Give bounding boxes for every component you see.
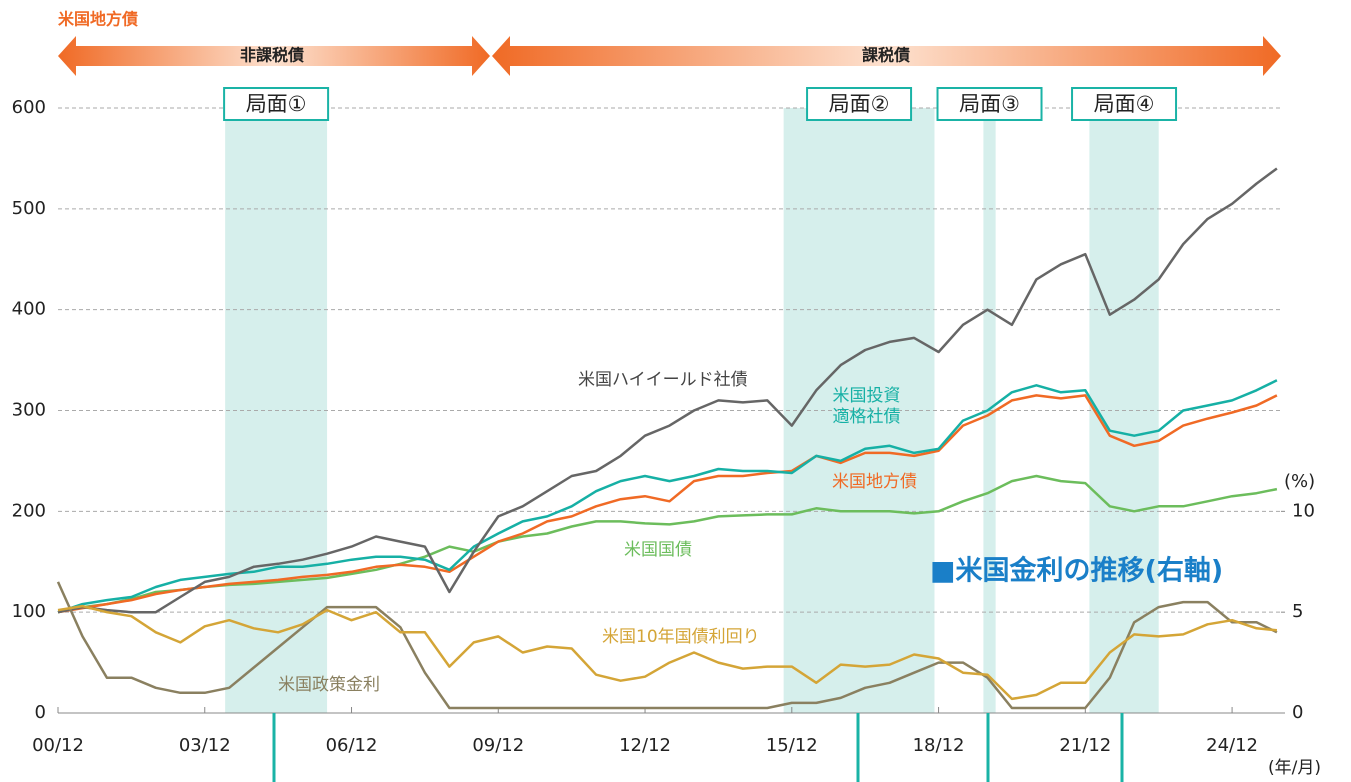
banner-label: 課税債 — [862, 46, 910, 65]
y-tick-label: 600 — [12, 97, 46, 118]
series-line — [56, 581, 1278, 710]
y2-tick-label: 10 — [1292, 500, 1315, 521]
header-label: 米国地方債 — [58, 10, 138, 29]
x-tick-label: 09/12 — [472, 735, 524, 756]
series-line — [57, 167, 1278, 614]
phase-box — [223, 87, 330, 121]
x-axis-label: (年/月) — [1268, 758, 1321, 778]
x-tick-label: 06/12 — [326, 735, 378, 756]
banner-arrow — [58, 36, 490, 76]
x-tick-label: 24/12 — [1206, 735, 1258, 756]
banner-arrow — [492, 36, 1281, 76]
y-tick-label: 0 — [35, 702, 46, 723]
y2-axis-label: (%) — [1284, 471, 1315, 492]
phase-label: 局面② — [829, 92, 890, 116]
x-tick-label: 00/12 — [32, 735, 84, 756]
y-tick-label: 200 — [12, 500, 46, 521]
phase-label: 局面③ — [959, 92, 1020, 116]
series-label: 米国投資適格社債 — [832, 386, 901, 428]
annotation: ■米国金利の推移(右軸) — [930, 555, 1223, 587]
series-label: 米国政策金利 — [278, 675, 380, 695]
series-label: 米国地方債 — [832, 472, 917, 492]
x-tick-label: 03/12 — [179, 735, 231, 756]
phase-box — [936, 87, 1043, 121]
phase-box — [1071, 87, 1178, 121]
x-tick-label: 15/12 — [766, 735, 818, 756]
y2-tick-label: 5 — [1292, 601, 1303, 622]
series-label: 米国10年国債利回り — [602, 627, 760, 647]
y-tick-label: 300 — [12, 400, 46, 421]
series-line — [57, 379, 1278, 614]
series-line — [57, 474, 1278, 614]
series-label-text: 米国投資適格社債 — [832, 386, 901, 428]
series-line — [57, 394, 1278, 614]
x-tick-label: 21/12 — [1059, 735, 1111, 756]
x-tick-label: 18/12 — [913, 735, 965, 756]
y-tick-label: 500 — [12, 198, 46, 219]
y-tick-label: 400 — [12, 299, 46, 320]
phase-label: 局面④ — [1094, 92, 1155, 116]
phase-box — [806, 87, 913, 121]
plot: 0 100 200 300 400 500 600 0 5 10 00/12 03/12 06/12 09… — [12, 97, 1315, 756]
x-tick-label: 12/12 — [619, 735, 671, 756]
banner-label: 非課税債 — [240, 46, 304, 65]
series-line — [57, 604, 1278, 701]
series-label: 米国ハイイールド社債 — [578, 370, 748, 390]
series-label: 米国国債 — [624, 540, 692, 560]
y2-tick-label: 0 — [1292, 702, 1303, 723]
y-tick-label: 100 — [12, 601, 46, 622]
phase-label: 局面① — [246, 92, 307, 116]
